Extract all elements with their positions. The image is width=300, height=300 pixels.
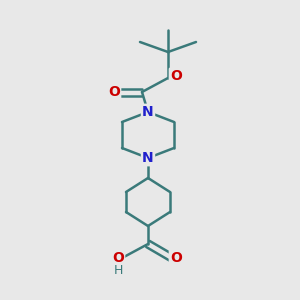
Text: N: N xyxy=(142,105,154,119)
Text: O: O xyxy=(108,85,120,99)
Text: H: H xyxy=(113,263,123,277)
Text: O: O xyxy=(112,251,124,265)
Text: O: O xyxy=(170,69,182,83)
Text: O: O xyxy=(170,251,182,265)
Text: N: N xyxy=(142,151,154,165)
